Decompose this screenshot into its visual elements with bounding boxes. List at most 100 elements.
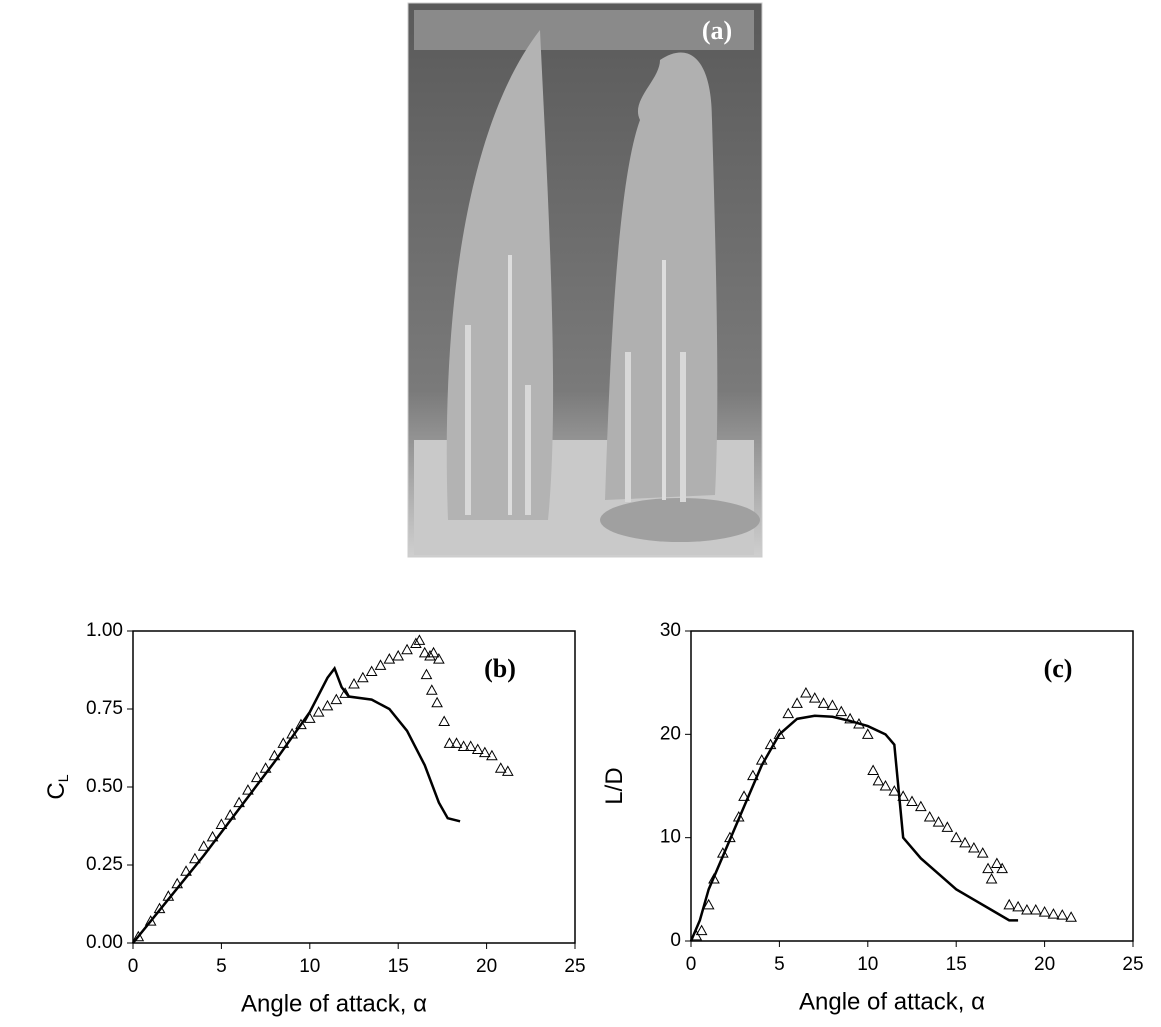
triangle-marker (268, 749, 281, 761)
photo-label: (a) (702, 16, 732, 45)
panel-label: (c) (1044, 654, 1073, 683)
x-tick-label: 25 (1122, 954, 1143, 975)
triangle-marker (443, 737, 456, 748)
triangle-marker (879, 779, 892, 791)
triangle-marker (321, 699, 334, 711)
triangle-marker (277, 737, 290, 748)
y-tick-label: 30 (660, 620, 681, 641)
triangle-marker (1012, 900, 1024, 912)
x-tick-label: 10 (299, 956, 320, 977)
triangle-marker (418, 646, 431, 658)
plot-frame (690, 630, 1134, 942)
triangle-marker (708, 872, 720, 884)
y-tick-label: 0.50 (86, 776, 123, 797)
triangle-marker (702, 898, 715, 910)
triangle-marker (773, 728, 786, 739)
triangle-marker (433, 653, 445, 664)
y-tick-label: 0.00 (86, 932, 123, 953)
triangle-marker (410, 637, 422, 648)
y-axis-label: CL (43, 774, 70, 799)
triangle-marker (950, 831, 963, 843)
triangle-marker (401, 643, 413, 655)
line (132, 665, 461, 944)
triangle-marker (1047, 908, 1060, 919)
triangle-marker (985, 872, 998, 884)
triangle-marker (755, 754, 768, 765)
triangle-marker (835, 705, 848, 717)
triangle-marker (392, 649, 405, 661)
triangle-marker (303, 712, 316, 723)
triangle-marker (861, 728, 874, 739)
triangle-marker (162, 890, 175, 901)
triangle-marker (982, 862, 994, 874)
triangle-marker (800, 686, 812, 698)
triangle-marker (826, 699, 839, 710)
triangle-marker (747, 769, 759, 781)
triangle-marker (844, 712, 856, 724)
photo: (a) (407, 2, 763, 558)
triangle-marker (424, 649, 436, 661)
triangle-marker (486, 749, 498, 761)
triangle-marker (425, 684, 438, 695)
triangle-marker (286, 727, 298, 739)
triangle-marker (464, 740, 477, 751)
triangle-marker (189, 852, 201, 864)
triangle-marker (914, 800, 927, 812)
y-tick-label: 10 (660, 827, 681, 848)
triangle-marker (853, 717, 865, 729)
triangle-marker (724, 831, 736, 843)
triangle-marker (791, 697, 803, 708)
triangle-marker (374, 659, 387, 670)
triangle-marker (695, 924, 708, 936)
triangle-marker (457, 740, 470, 751)
x-tick-label: 10 (857, 954, 878, 975)
triangle-marker (413, 634, 426, 645)
triangle-marker (888, 785, 901, 796)
triangle-marker (991, 857, 1003, 868)
y-tick-label: 0.25 (86, 854, 123, 875)
x-tick-label: 0 (686, 954, 697, 975)
triangle-marker (224, 809, 237, 820)
triangle-marker (959, 836, 971, 848)
x-axis-label: Angle of attack, α (241, 990, 427, 1017)
y-tick-label: 20 (660, 723, 681, 744)
triangle-marker (153, 902, 166, 914)
triangle-marker (716, 847, 729, 858)
triangle-marker (383, 653, 396, 664)
x-tick-label: 5 (774, 954, 785, 975)
triangle-marker (180, 865, 192, 876)
triangle-marker (171, 877, 184, 889)
triangle-marker (420, 668, 433, 680)
triangle-marker (132, 930, 145, 942)
triangle-marker (941, 821, 954, 832)
triangle-marker (501, 765, 514, 776)
triangle-marker (242, 784, 254, 795)
triangle-marker (438, 715, 451, 726)
x-tick-label: 20 (1034, 954, 1055, 975)
triangle-marker (339, 687, 352, 698)
triangle-marker (996, 862, 1009, 874)
x-tick-label: 0 (128, 956, 139, 977)
panel-label: (b) (484, 654, 516, 683)
triangle-marker (897, 790, 910, 801)
y-tick-label: 0.75 (86, 698, 123, 719)
triangle-marker (356, 671, 369, 683)
triangle-marker (427, 646, 440, 658)
triangle-marker (233, 796, 245, 808)
y-axis-label-sub: L (55, 774, 71, 782)
triangle-marker (932, 816, 945, 827)
chart: 0 10 20 30 0 5 10 15 20 25 Angle of attack, α L/D (c… (601, 620, 1143, 1015)
triangle-marker (259, 762, 272, 773)
triangle-marker (976, 847, 989, 858)
triangle-marker (867, 764, 879, 775)
y-axis-label-main: L/D (601, 767, 628, 804)
triangle-marker (348, 678, 360, 689)
y-axis-label-main: C (43, 782, 70, 799)
x-tick-label: 15 (946, 954, 967, 975)
triangle-marker (206, 830, 219, 842)
triangle-marker (808, 692, 821, 703)
x-tick-label: 15 (388, 956, 409, 977)
x-axis-label: Angle of attack, α (799, 988, 985, 1015)
triangle-marker (471, 743, 484, 755)
chart: 0.00 0.25 0.50 0.75 1.00 0 5 10 15 20 25 Angle of a… (43, 620, 585, 1017)
